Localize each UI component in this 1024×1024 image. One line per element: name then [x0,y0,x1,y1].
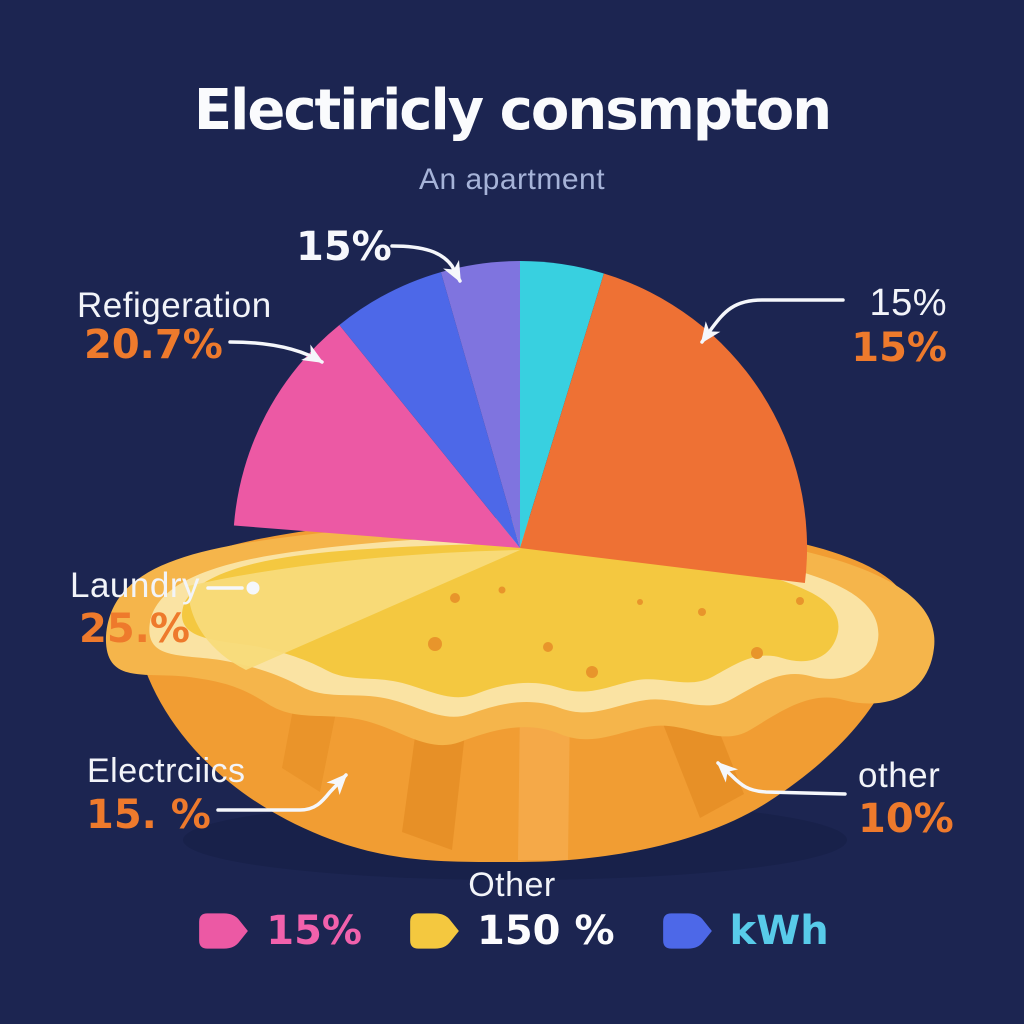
legend-item: 150 % [406,908,615,954]
pie-filling-highlight [188,550,520,670]
legend-title: Other [468,866,556,904]
callout-arrows [206,244,847,812]
callout-arrow-right-15 [700,298,845,344]
callout-arrow-refrigeration [228,340,324,364]
callout-right: 15% 15% [851,282,947,371]
legend-item: kWh [659,908,829,954]
callout-other-name: other [858,756,941,795]
pie-slice-blue-segment [339,272,520,548]
callout-refrigeration-value: 20.7% [84,322,223,368]
legend-swatch-pink [199,913,249,949]
callout-right-name: 15% [869,282,947,324]
callout-laundry-name: Laundry [70,566,200,605]
callout-electronics-value: 15. % [86,792,211,838]
legend-swatch-blue [662,913,712,949]
pastry-pie [105,518,935,880]
legend: 15% 150 % kWh [0,908,1024,954]
legend-label: 150 % [477,908,615,954]
callout-top-value: 15% [296,224,392,270]
page-title: Electiricly consmpton [193,78,832,143]
pie-slice-purple-segment [440,261,520,548]
callout-laundry-value: 25.% [79,606,190,652]
callout-arrow-electronics [216,773,348,812]
callout-electronics-name: Electrciics [87,752,246,790]
callout-arrow-top-15 [390,244,462,283]
legend-swatch-yellow [410,913,459,949]
callout-other-value: 10% [858,796,954,842]
legend-item: 15% [195,908,362,954]
pie-freckles [428,586,804,678]
legend-label: 15% [266,908,363,954]
callout-dot-laundry [246,581,260,595]
pie-slice-cyan-segment [520,261,604,548]
page-subtitle: An apartment [418,163,606,196]
callout-right-value: 15% [851,325,947,371]
pie-slice-orange-segment [520,273,808,583]
pie-slices [233,261,808,583]
pie-slice-refrigeration-pink [233,325,520,548]
callout-refrigeration-name: Refigeration [77,286,272,325]
legend-label: kWh [729,908,829,954]
pie-base-streak [518,704,570,860]
callout-arrow-other [716,761,847,796]
